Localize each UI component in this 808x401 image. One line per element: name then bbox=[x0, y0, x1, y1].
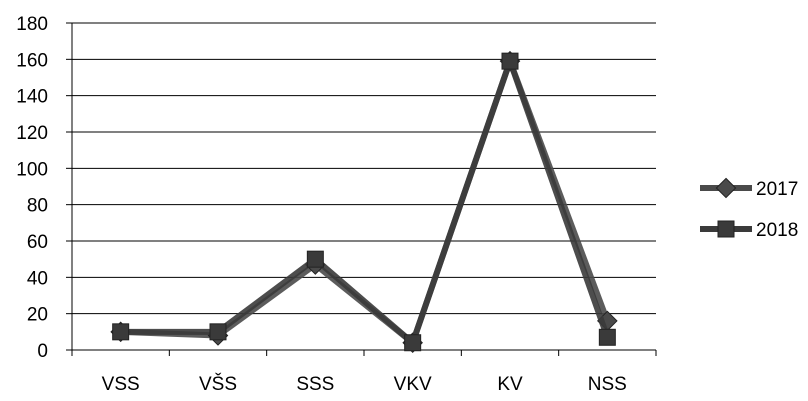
series-2017 bbox=[110, 50, 618, 354]
legend-diamond-marker bbox=[715, 177, 737, 199]
x-tick-label: NSS bbox=[588, 374, 627, 395]
legend-item: 2018 bbox=[700, 220, 798, 241]
x-tick-label: VSS bbox=[102, 374, 140, 395]
data-point-square bbox=[112, 323, 130, 341]
y-tick-label: 120 bbox=[16, 123, 48, 144]
data-point-square bbox=[209, 323, 227, 341]
y-tick-label: 60 bbox=[27, 232, 48, 253]
y-tick-label: 20 bbox=[27, 305, 48, 326]
y-tick-label: 180 bbox=[16, 14, 48, 35]
y-tick-label: 100 bbox=[16, 159, 48, 180]
legend: 2017 2018 bbox=[700, 177, 798, 241]
data-point-square bbox=[501, 52, 519, 70]
x-tick-label: SSS bbox=[296, 374, 334, 395]
x-tick-label: KV bbox=[497, 374, 523, 395]
y-tick-label: 40 bbox=[27, 268, 48, 289]
x-tick-label: VKV bbox=[394, 374, 432, 395]
data-point-square bbox=[598, 328, 616, 346]
y-tick-label: 140 bbox=[16, 87, 48, 108]
legend-label: 2018 bbox=[756, 220, 798, 241]
tick-labels: 0 20 40 60 80 100 120 140 160 180 VSS VŠS SSS VKV KV NS… bbox=[16, 14, 627, 395]
series-group bbox=[110, 50, 618, 354]
x-tick-label: VŠS bbox=[199, 373, 237, 395]
legend-item: 2017 bbox=[700, 177, 798, 200]
y-tick-label: 160 bbox=[16, 50, 48, 71]
data-point-square bbox=[404, 334, 422, 352]
series-2018 bbox=[112, 52, 616, 352]
y-tick-label: 80 bbox=[27, 196, 48, 217]
axes bbox=[66, 22, 657, 356]
series-line bbox=[120, 58, 611, 346]
legend-square-marker bbox=[717, 220, 735, 238]
legend-label: 2017 bbox=[756, 179, 798, 200]
data-point-square bbox=[306, 250, 324, 268]
y-tick-label: 0 bbox=[37, 341, 48, 362]
gridlines bbox=[72, 22, 656, 315]
